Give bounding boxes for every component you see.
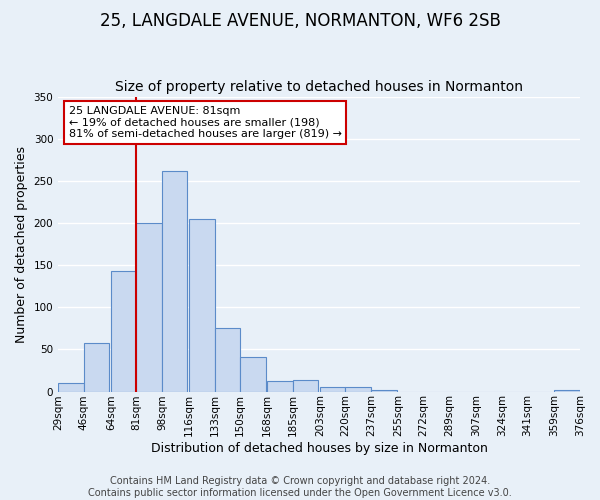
Title: Size of property relative to detached houses in Normanton: Size of property relative to detached ho… xyxy=(115,80,523,94)
Bar xyxy=(84,342,109,392)
Bar xyxy=(111,271,136,392)
Bar xyxy=(346,388,371,392)
X-axis label: Distribution of detached houses by size in Normanton: Distribution of detached houses by size … xyxy=(151,442,488,455)
Bar xyxy=(189,219,215,392)
Text: Contains HM Land Registry data © Crown copyright and database right 2024.
Contai: Contains HM Land Registry data © Crown c… xyxy=(88,476,512,498)
Bar xyxy=(58,383,84,392)
Bar xyxy=(162,171,187,392)
Bar xyxy=(293,380,319,392)
Text: 25 LANGDALE AVENUE: 81sqm
← 19% of detached houses are smaller (198)
81% of semi: 25 LANGDALE AVENUE: 81sqm ← 19% of detac… xyxy=(68,106,341,139)
Text: 25, LANGDALE AVENUE, NORMANTON, WF6 2SB: 25, LANGDALE AVENUE, NORMANTON, WF6 2SB xyxy=(100,12,500,30)
Bar xyxy=(371,390,397,392)
Bar xyxy=(267,380,293,392)
Bar xyxy=(136,224,162,392)
Y-axis label: Number of detached properties: Number of detached properties xyxy=(15,146,28,343)
Bar xyxy=(215,328,240,392)
Bar xyxy=(320,388,346,392)
Bar xyxy=(240,357,266,392)
Bar xyxy=(554,390,580,392)
